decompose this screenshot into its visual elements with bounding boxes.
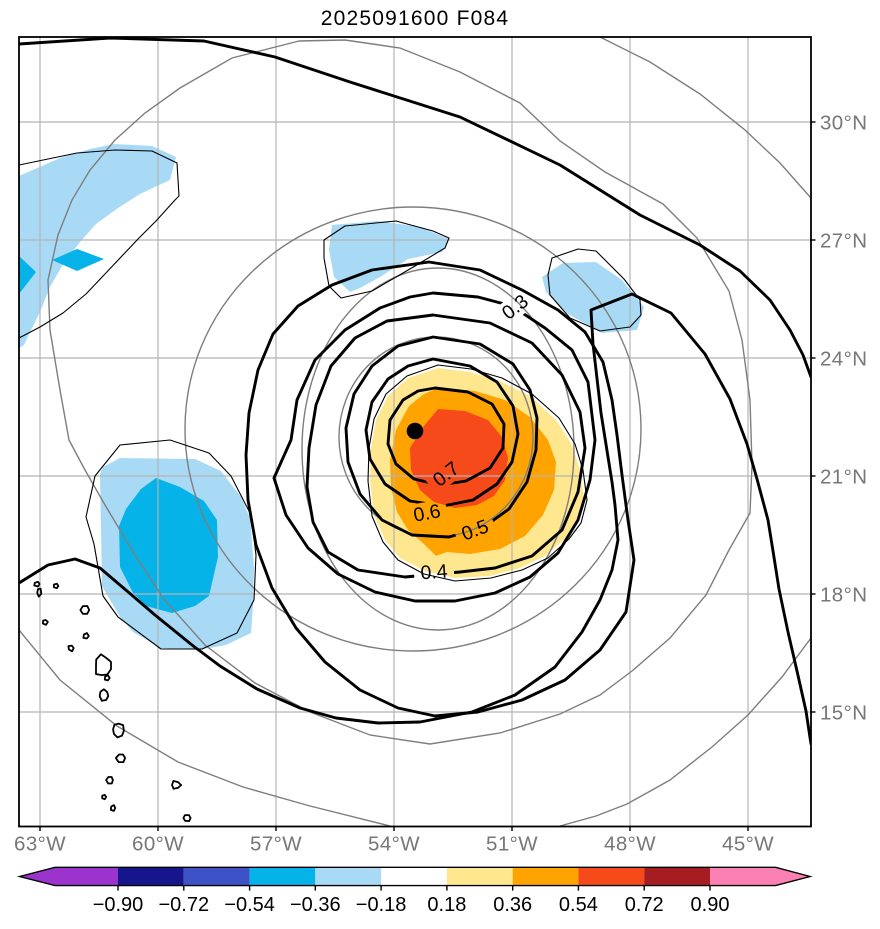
svg-text:0.4: 0.4 — [420, 561, 449, 585]
svg-text:−0.36: −0.36 — [290, 894, 341, 916]
svg-text:18°N: 18°N — [820, 583, 867, 606]
svg-text:63°W: 63°W — [14, 833, 66, 856]
svg-text:−0.18: −0.18 — [356, 894, 407, 916]
svg-text:0.90: 0.90 — [691, 894, 730, 916]
svg-text:0.36: 0.36 — [493, 894, 532, 916]
svg-text:57°W: 57°W — [250, 833, 302, 856]
svg-text:0.54: 0.54 — [559, 894, 598, 916]
svg-text:−0.72: −0.72 — [158, 894, 209, 916]
svg-text:0.6: 0.6 — [412, 500, 443, 526]
svg-text:0.72: 0.72 — [625, 894, 664, 916]
svg-text:24°N: 24°N — [820, 347, 867, 370]
svg-text:−0.54: −0.54 — [224, 894, 275, 916]
svg-text:2025091600 F084: 2025091600 F084 — [321, 7, 510, 30]
svg-text:15°N: 15°N — [820, 701, 867, 724]
svg-text:54°W: 54°W — [368, 833, 420, 856]
svg-text:45°W: 45°W — [722, 833, 774, 856]
svg-text:48°W: 48°W — [604, 833, 656, 856]
svg-text:21°N: 21°N — [820, 465, 867, 488]
svg-text:60°W: 60°W — [132, 833, 184, 856]
svg-text:0.18: 0.18 — [427, 894, 466, 916]
svg-text:−0.90: −0.90 — [93, 894, 144, 916]
svg-text:51°W: 51°W — [486, 833, 538, 856]
svg-text:27°N: 27°N — [820, 229, 867, 252]
svg-text:30°N: 30°N — [820, 111, 867, 134]
